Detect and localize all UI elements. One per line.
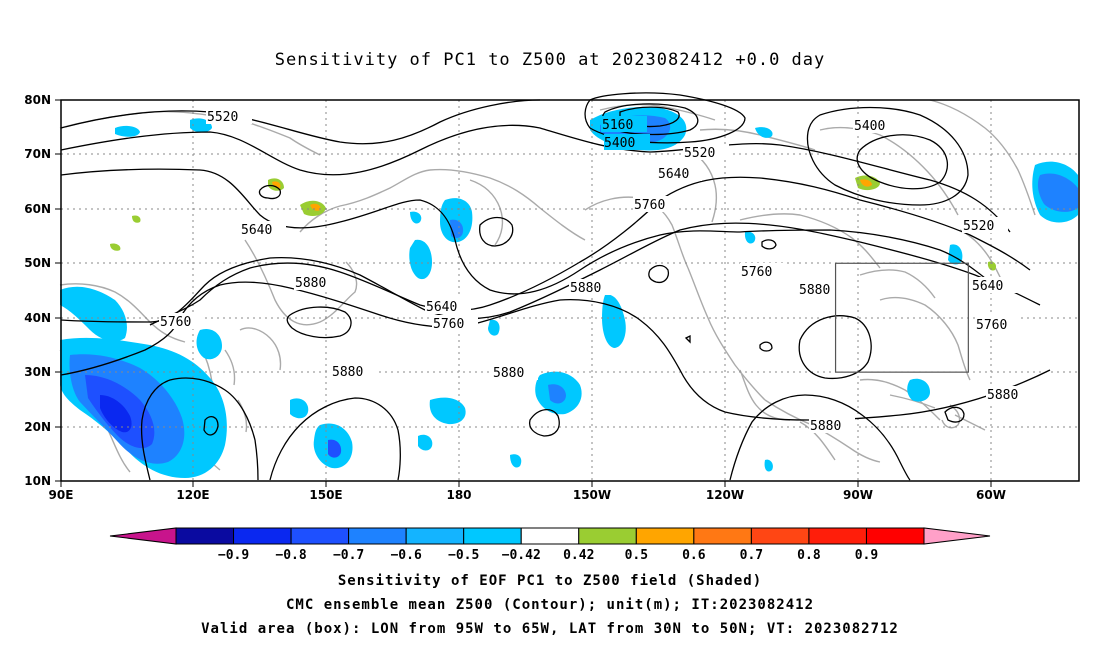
z500-contours <box>60 92 1051 481</box>
colorbar-label: −0.9 <box>218 548 249 563</box>
colorbar-label: 0.8 <box>797 548 821 563</box>
map-frame <box>60 99 1080 482</box>
contour-label: 5880 <box>810 419 841 434</box>
colorbar-label: 0.9 <box>855 548 878 563</box>
colorbar-high-arrow <box>923 527 991 545</box>
contour-label: 5640 <box>972 279 1003 294</box>
lat-label: 30N <box>24 365 51 379</box>
colorbar-label: −0.42 <box>502 548 541 563</box>
colorbar-label: −0.8 <box>275 548 306 563</box>
colorbar-segment <box>348 527 407 545</box>
colorbar-segment <box>233 527 292 545</box>
colorbar-segment <box>635 527 695 545</box>
contour-label: 5880 <box>799 283 830 298</box>
contour-label: 5640 <box>658 167 689 182</box>
colorbar-label: −0.7 <box>333 548 364 563</box>
latitude-labels: 80N 70N 60N 50N 40N 30N 20N 10N <box>24 93 51 488</box>
sensitivity-shading <box>60 106 1078 478</box>
lat-label: 40N <box>24 311 51 325</box>
contour-label: 5520 <box>684 146 715 161</box>
tick-marks <box>55 99 992 487</box>
contour-labels: 5520 5160 5400 5520 5640 5400 5520 5760 … <box>159 108 1032 434</box>
colorbar-segment <box>405 527 465 545</box>
colorbar-segment <box>175 527 235 545</box>
caption-contour: CMC ensemble mean Z500 (Contour); unit(m… <box>285 597 814 613</box>
lon-label: 120E <box>176 488 209 502</box>
colorbar-low-arrow <box>109 527 177 545</box>
colorbar-segment <box>865 527 925 545</box>
lon-label: 90E <box>49 488 74 502</box>
contour-label: 5760 <box>433 317 464 332</box>
contour-label: 5760 <box>160 315 191 330</box>
colorbar-label: 0.6 <box>682 548 706 563</box>
colorbar-segment <box>520 527 580 545</box>
contour-label: 5880 <box>295 276 326 291</box>
contour-label: 5760 <box>741 265 772 280</box>
lat-label: 10N <box>24 474 51 488</box>
contour-label: 5640 <box>241 223 272 238</box>
lon-label: 120W <box>706 488 744 502</box>
lat-label: 70N <box>24 147 51 161</box>
lat-label: 60N <box>24 202 51 216</box>
colorbar <box>109 527 991 545</box>
contour-label: 5400 <box>604 136 635 151</box>
contour-label: 5160 <box>602 118 633 133</box>
colorbar-label: 0.7 <box>740 548 763 563</box>
valid-area-box <box>834 262 969 373</box>
colorbar-segment <box>750 527 810 545</box>
map-title: Sensitivity of PC1 to Z500 at 2023082412… <box>274 50 826 70</box>
contour-label: 5400 <box>854 119 885 134</box>
colorbar-label: 0.42 <box>563 548 594 563</box>
lat-label: 50N <box>24 256 51 270</box>
colorbar-labels: −0.9 −0.8 −0.7 −0.6 −0.5 −0.42 0.42 0.5 0.6 0.7 0.… <box>218 548 878 563</box>
contour-label: 5760 <box>976 318 1007 333</box>
lon-label: 150E <box>309 488 342 502</box>
contour-label: 5640 <box>426 300 457 315</box>
contour-label: 5520 <box>963 219 994 234</box>
lon-label: 60W <box>976 488 1006 502</box>
colorbar-label: −0.6 <box>390 548 421 563</box>
colorbar-segment <box>693 527 752 545</box>
colorbar-label: 0.5 <box>625 548 648 563</box>
lon-label: 90W <box>843 488 873 502</box>
contour-label: 5880 <box>987 388 1018 403</box>
colorbar-segment <box>290 527 350 545</box>
caption-shaded: Sensitivity of EOF PC1 to Z500 field (Sh… <box>337 573 763 589</box>
contour-label: 5760 <box>634 198 665 213</box>
longitude-labels: 90E 120E 150E 180 150W 120W 90W 60W <box>49 488 1006 502</box>
colorbar-label: −0.5 <box>448 548 479 563</box>
contour-label: 5880 <box>332 365 363 380</box>
lon-label: 180 <box>446 488 471 502</box>
lat-label: 20N <box>24 420 51 434</box>
contour-label: 5880 <box>493 366 524 381</box>
lon-label: 150W <box>573 488 611 502</box>
colorbar-segment <box>578 527 637 545</box>
colorbar-segment <box>463 527 522 545</box>
gridlines <box>61 100 1079 481</box>
colorbar-segment <box>808 527 867 545</box>
caption-valid-area: Valid area (box): LON from 95W to 65W, L… <box>201 621 899 637</box>
contour-label: 5880 <box>570 281 601 296</box>
contour-label: 5520 <box>207 110 238 125</box>
lat-label: 80N <box>24 93 51 107</box>
